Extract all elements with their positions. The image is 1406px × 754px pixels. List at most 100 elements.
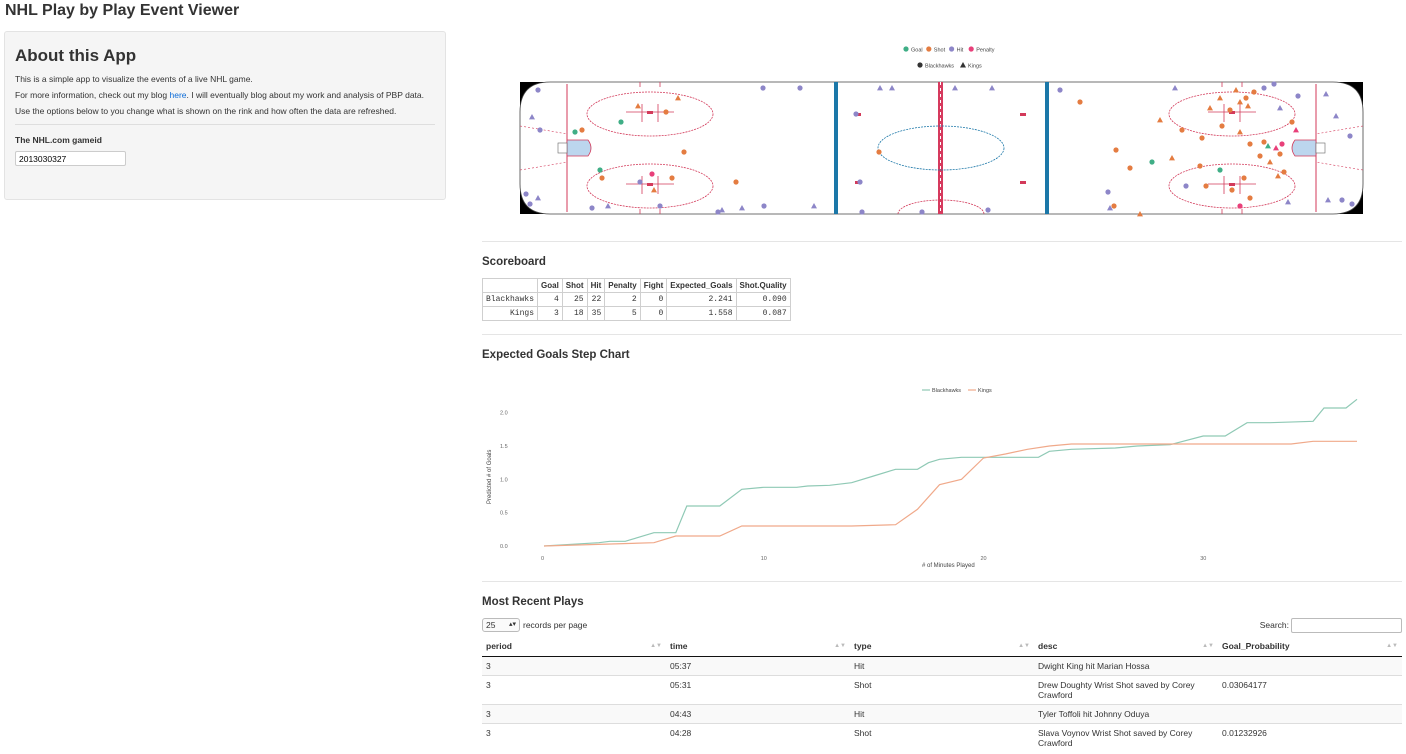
scoreboard-cell: 22 [586, 292, 606, 307]
scoreboard-row: Kings 3 18 35 5 0 1.558 0.087 [481, 306, 791, 321]
per-page-label: records per page [523, 620, 588, 630]
rink-event-marker [1111, 203, 1117, 209]
rink-event-marker [952, 85, 958, 91]
y-tick-label: 0.5 [500, 511, 508, 517]
rink-events [523, 81, 1355, 217]
series-line-kings [543, 440, 1357, 547]
rink-event-marker [537, 127, 543, 133]
legend-shot-swatch [926, 46, 932, 52]
table-cell: Dwight King hit Marian Hossa [1034, 655, 1218, 675]
plays-column-header[interactable]: type ▲▼ [850, 637, 1034, 657]
legend-hit-swatch [949, 46, 955, 52]
sidebar-panel: About this App This is a simple app to v… [4, 31, 446, 200]
rink-event-marker [719, 207, 725, 213]
scoreboard-cell: 0 [639, 292, 668, 307]
table-cell: 05:31 [666, 674, 850, 704]
rink-event-marker [1293, 127, 1299, 133]
rink-event-marker [1237, 203, 1243, 209]
rink-event-marker [675, 95, 681, 101]
rink-event-marker [1257, 153, 1263, 159]
scoreboard-team: Blackhawks [481, 292, 539, 307]
about-text-2-post: . I will eventually blog about my work a… [186, 90, 425, 100]
rink-event-marker [1277, 105, 1283, 111]
y-axis-label: Predicted # of Goals [487, 450, 493, 504]
table-cell: Hit [850, 655, 1034, 675]
sort-icon: ▲▼ [1202, 643, 1214, 649]
rink-event-marker [1237, 129, 1243, 135]
rink [519, 81, 1364, 217]
table-cell: Hit [850, 703, 1034, 723]
faceoff-circle-br [1168, 163, 1296, 209]
plays-table: period ▲▼ time ▲▼ type ▲▼ desc ▲▼ Goal_Probabili… [482, 637, 1402, 752]
rink-event-marker [1289, 119, 1295, 125]
rink-event-marker [635, 103, 641, 109]
legend-goal-swatch [903, 46, 909, 52]
rink-event-marker [523, 191, 529, 197]
rink-event-marker [761, 203, 767, 209]
scoreboard-column-header: Expected_Goals [666, 278, 737, 293]
x-tick-label: 20 [980, 556, 986, 562]
circle-icon [917, 62, 923, 68]
goal-net-left [557, 142, 568, 154]
rink-event-marker [1261, 139, 1267, 145]
rink-event-marker [1105, 189, 1111, 195]
table-cell: 04:28 [666, 722, 850, 752]
scoreboard-corner [481, 278, 539, 293]
gameid-label: The NHL.com gameid [15, 135, 102, 145]
rink-event-marker [811, 203, 817, 209]
records-per-page-select[interactable]: 25 ▴▾ [482, 618, 520, 632]
legend-type-label: Penalty [976, 48, 995, 54]
about-text-2: For more information, check out my blog … [15, 90, 435, 100]
rink-event-marker [1169, 155, 1175, 161]
table-row: 3 04:43 Hit Tyler Toffoli hit Johnny Oduya [482, 703, 1402, 723]
rink-event-marker [1243, 95, 1249, 101]
rink-event-marker [1172, 85, 1178, 91]
sort-icon: ▲▼ [1386, 643, 1398, 649]
rink-event-marker [1261, 85, 1267, 91]
table-row: 3 05:37 Hit Dwight King hit Marian Hossa [482, 655, 1402, 675]
gameid-input[interactable] [15, 151, 126, 166]
scoreboard-cell: 0.090 [735, 292, 791, 307]
rink-event-marker [1325, 197, 1331, 203]
rink-event-marker [1247, 141, 1253, 147]
x-tick-label: 0 [541, 556, 544, 562]
rink-event-marker [1057, 87, 1063, 93]
board-markings [519, 125, 1364, 171]
blue-line-left [834, 82, 838, 214]
chart-legend-label: Blackhawks [932, 388, 961, 394]
rink-event-marker [859, 209, 865, 215]
search-input[interactable] [1291, 618, 1402, 633]
rink-event-marker [1207, 105, 1213, 111]
plays-column-header[interactable]: time ▲▼ [666, 637, 850, 657]
legend-penalty-swatch [968, 46, 974, 52]
plays-column-header[interactable]: period ▲▼ [482, 637, 666, 657]
table-cell: 3 [482, 722, 666, 752]
rink-event-marker [535, 87, 541, 93]
rink-event-marker [649, 171, 655, 177]
table-cell: 3 [482, 703, 666, 723]
select-arrows-icon: ▴▾ [508, 621, 516, 628]
sidebar-divider [15, 124, 435, 125]
legend-type-label: Hit [957, 48, 964, 54]
rink-event-marker [1245, 103, 1251, 109]
x-tick-label: 30 [1200, 556, 1206, 562]
rink-event-marker [1157, 117, 1163, 123]
chart-legend-label: Kings [978, 388, 992, 394]
plays-column-header[interactable]: Goal_Probability ▲▼ [1218, 637, 1402, 657]
plays-column-header[interactable]: desc ▲▼ [1034, 637, 1218, 657]
about-heading: About this App [15, 46, 137, 65]
scoreboard-team: Kings [481, 306, 539, 321]
rink-event-marker [877, 85, 883, 91]
column-label: Goal_Probability [1222, 641, 1290, 652]
rink-event-marker [589, 205, 595, 211]
rink-plot: Goal Shot Hit Penalty Blackhawks Kings [519, 46, 1364, 217]
rink-event-marker [853, 111, 859, 117]
rink-event-marker [605, 203, 611, 209]
blog-link[interactable]: here [169, 90, 187, 100]
rink-event-marker [857, 179, 863, 185]
rink-event-marker [529, 114, 535, 120]
scoreboard-row: Blackhawks 4 25 22 2 0 2.241 0.090 [481, 292, 791, 307]
table-cell: 0.01232926 [1218, 722, 1402, 752]
scoreboard-cell: 35 [586, 306, 606, 321]
rink-event-marker [1217, 95, 1223, 101]
